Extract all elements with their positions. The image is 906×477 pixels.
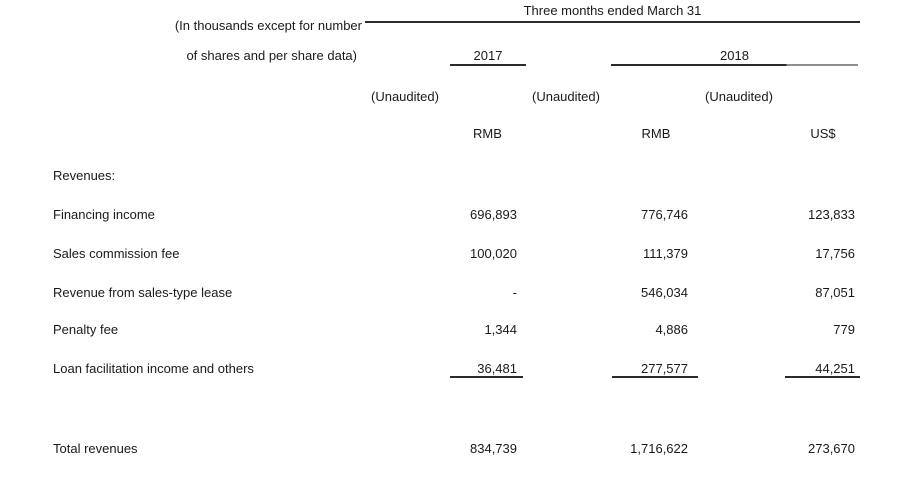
cell-2017-rmb: 696,893 — [470, 207, 517, 222]
cell-2017-rmb: - — [512, 285, 517, 300]
cell-2018-rmb: 776,746 — [641, 207, 688, 222]
cell-2017-rmb: 36,481 — [477, 361, 517, 376]
cell-2018-rmb: 1,716,622 — [630, 441, 688, 456]
year-2017-header: 2017 — [473, 48, 503, 63]
period-header-rule — [365, 21, 860, 23]
cell-2018-rmb: 277,577 — [641, 361, 688, 376]
row-label: Penalty fee — [53, 322, 119, 337]
year-2018-header: 2018 — [720, 48, 749, 63]
section-label-revenues: Revenues: — [53, 168, 116, 183]
cell-2018-rmb: 111,379 — [642, 246, 688, 261]
cell-2018-usd: 44,251 — [815, 361, 855, 376]
period-header: Three months ended March 31 — [523, 3, 702, 18]
table-row-sales-commission-fee: Sales commission fee 100,020 111,379 17,… — [0, 247, 906, 262]
year-2018-rule — [611, 64, 858, 66]
cell-2017-rmb: 100,020 — [470, 246, 517, 261]
cell-2018-rmb: 546,034 — [641, 285, 688, 300]
row-label: Loan facilitation income and others — [53, 361, 254, 376]
cell-2018-usd: 87,051 — [815, 285, 855, 300]
table-row-sales-type-lease: Revenue from sales-type lease - 546,034 … — [0, 286, 906, 301]
table-row-financing-income: Financing income 696,893 776,746 123,833 — [0, 208, 906, 223]
table-row-total-revenues: Total revenues 834,739 1,716,622 273,670 — [0, 442, 906, 457]
cell-2017-rmb: 834,739 — [470, 441, 517, 456]
currency-header-2017-rmb: RMB — [473, 126, 502, 141]
unaudited-label-2017: (Unaudited) — [371, 89, 439, 104]
row-label: Sales commission fee — [53, 246, 180, 261]
unaudited-label-2018-rmb: (Unaudited) — [532, 89, 600, 104]
table-row-loan-facilitation: Loan facilitation income and others 36,4… — [0, 362, 906, 377]
cell-2018-usd: 123,833 — [808, 207, 855, 222]
cell-2018-usd: 273,670 — [808, 441, 855, 456]
row-label: Financing income — [53, 207, 155, 222]
cell-2018-rmb: 4,886 — [655, 322, 688, 337]
units-note-line1: (In thousands except for number — [174, 18, 362, 33]
cell-2018-usd: 17,756 — [815, 246, 855, 261]
unaudited-label-2018-usd: (Unaudited) — [705, 89, 773, 104]
subtotal-rule-2017-rmb — [450, 376, 523, 378]
row-label: Total revenues — [53, 441, 138, 456]
currency-header-2018-rmb: RMB — [641, 126, 671, 141]
table-row-penalty-fee: Penalty fee 1,344 4,886 779 — [0, 323, 906, 338]
cell-2017-rmb: 1,344 — [484, 322, 517, 337]
row-label: Revenue from sales-type lease — [53, 285, 233, 300]
cell-2018-usd: 779 — [833, 322, 855, 337]
subtotal-rule-2018-rmb — [612, 376, 698, 378]
subtotal-rule-2018-usd — [785, 376, 860, 378]
year-2017-rule — [450, 64, 526, 66]
units-note-line2: of shares and per share data) — [186, 48, 357, 63]
currency-header-2018-usd: US$ — [810, 126, 836, 141]
